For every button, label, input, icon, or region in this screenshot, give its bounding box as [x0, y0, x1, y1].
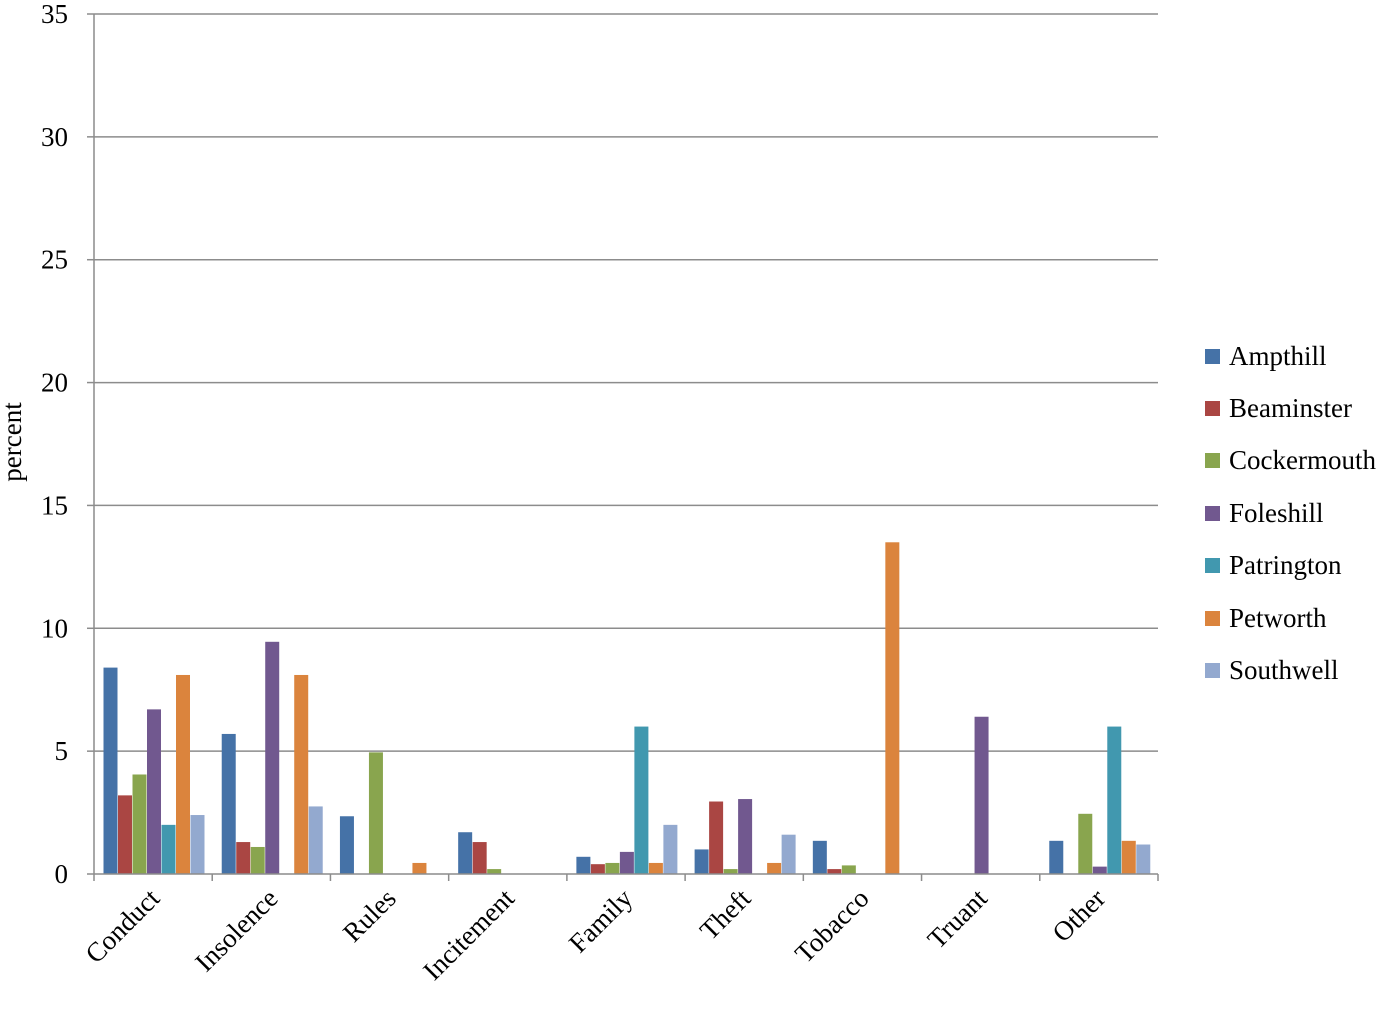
- bar-beaminster-insolence: [236, 842, 251, 874]
- bar-southwell-other: [1136, 844, 1151, 874]
- bar-cockermouth-theft: [723, 869, 738, 874]
- legend-swatch: [1205, 505, 1220, 521]
- x-tick-label: Family: [563, 883, 639, 959]
- y-tick-label: 10: [41, 613, 68, 643]
- legend-swatch: [1205, 610, 1220, 626]
- legend-label: Patrington: [1229, 550, 1342, 581]
- legend-item: Patrington: [1205, 540, 1376, 592]
- bar-ampthill-theft: [694, 849, 709, 874]
- x-tick-label: Conduct: [79, 883, 165, 969]
- bar-cockermouth-rules: [368, 752, 383, 874]
- bar-beaminster-family: [590, 864, 605, 874]
- y-axis-label: percent: [0, 402, 27, 482]
- legend-label: Southwell: [1229, 655, 1339, 686]
- bar-cockermouth-tobacco: [841, 865, 856, 874]
- bar-foleshill-other: [1092, 866, 1107, 874]
- y-tick-label: 0: [55, 859, 69, 889]
- legend-item: Ampthill: [1205, 330, 1376, 382]
- legend-swatch: [1205, 558, 1220, 574]
- legend-item: Southwell: [1205, 644, 1376, 696]
- x-tick-label: Incitement: [417, 883, 520, 986]
- bar-ampthill-incitement: [458, 832, 473, 874]
- bar-foleshill-family: [619, 851, 634, 874]
- bar-ampthill-insolence: [221, 733, 236, 874]
- bar-petworth-other: [1121, 840, 1136, 874]
- bar-ampthill-other: [1049, 840, 1064, 874]
- bar-beaminster-theft: [709, 801, 724, 874]
- legend-item: Beaminster: [1205, 382, 1376, 434]
- y-tick-label: 30: [41, 122, 68, 152]
- legend-item: Foleshill: [1205, 487, 1376, 539]
- bar-southwell-family: [663, 824, 678, 874]
- bar-cockermouth-family: [605, 862, 620, 874]
- bar-petworth-rules: [412, 862, 427, 874]
- legend-item: Cockermouth: [1205, 435, 1376, 487]
- bar-petworth-family: [648, 862, 663, 874]
- legend-swatch: [1205, 663, 1220, 679]
- legend-swatch: [1205, 401, 1220, 417]
- bar-foleshill-theft: [738, 799, 753, 874]
- bar-petworth-tobacco: [885, 542, 900, 874]
- bar-southwell-theft: [781, 834, 796, 874]
- legend: Ampthill Beaminster Cockermouth Foleshill Pa…: [1205, 330, 1376, 697]
- x-tick-label: Rules: [337, 883, 402, 948]
- y-tick-label: 5: [55, 736, 69, 766]
- bar-ampthill-family: [576, 856, 591, 874]
- bar-petworth-insolence: [294, 674, 309, 874]
- bar-ampthill-rules: [339, 816, 354, 874]
- bar-patrington-family: [634, 726, 649, 874]
- legend-label: Foleshill: [1229, 497, 1324, 528]
- y-tick-label: 20: [41, 368, 68, 398]
- bar-patrington-other: [1107, 726, 1122, 874]
- x-tick-labels: Conduct Insolence Rules Incitement Family The…: [79, 883, 1111, 986]
- bar-southwell-insolence: [308, 806, 323, 874]
- y-tick-label: 35: [41, 0, 68, 29]
- axes: [93, 14, 1159, 881]
- bar-cockermouth-incitement: [487, 869, 502, 874]
- y-tick-label: 15: [41, 490, 68, 520]
- bar-ampthill-tobacco: [812, 840, 827, 874]
- x-tick-label: Other: [1046, 883, 1111, 948]
- legend-label: Beaminster: [1229, 393, 1352, 424]
- bar-foleshill-insolence: [265, 641, 280, 874]
- x-tick-label: Theft: [694, 883, 757, 946]
- bars: [103, 542, 1151, 874]
- x-tick-label: Truant: [921, 883, 993, 955]
- bar-cockermouth-insolence: [250, 846, 265, 874]
- y-tick-label: 25: [41, 245, 68, 275]
- legend-swatch: [1205, 348, 1220, 364]
- legend-label: Petworth: [1229, 602, 1327, 633]
- gridlines: [87, 13, 1158, 875]
- legend-label: Ampthill: [1229, 340, 1327, 371]
- bar-cockermouth-other: [1078, 813, 1093, 874]
- y-tick-labels: 0 5 10 15 20 25 30 35: [41, 0, 68, 889]
- bar-cockermouth-conduct: [132, 774, 147, 874]
- bar-petworth-conduct: [176, 674, 190, 874]
- bar-beaminster-incitement: [472, 842, 487, 874]
- x-tick-label: Insolence: [189, 883, 283, 977]
- bar-petworth-theft: [767, 862, 782, 874]
- legend-label: Cockermouth: [1229, 445, 1376, 476]
- bar-ampthill-conduct: [103, 667, 118, 874]
- bar-foleshill-truant: [974, 716, 989, 874]
- bar-foleshill-conduct: [147, 709, 161, 874]
- legend-swatch: [1205, 453, 1220, 469]
- x-tick-label: Tobacco: [789, 883, 875, 969]
- bar-southwell-conduct: [190, 815, 205, 874]
- bar-patrington-conduct: [161, 824, 176, 874]
- bar-beaminster-conduct: [118, 795, 132, 874]
- bar-beaminster-tobacco: [827, 869, 842, 874]
- legend-item: Petworth: [1205, 592, 1376, 644]
